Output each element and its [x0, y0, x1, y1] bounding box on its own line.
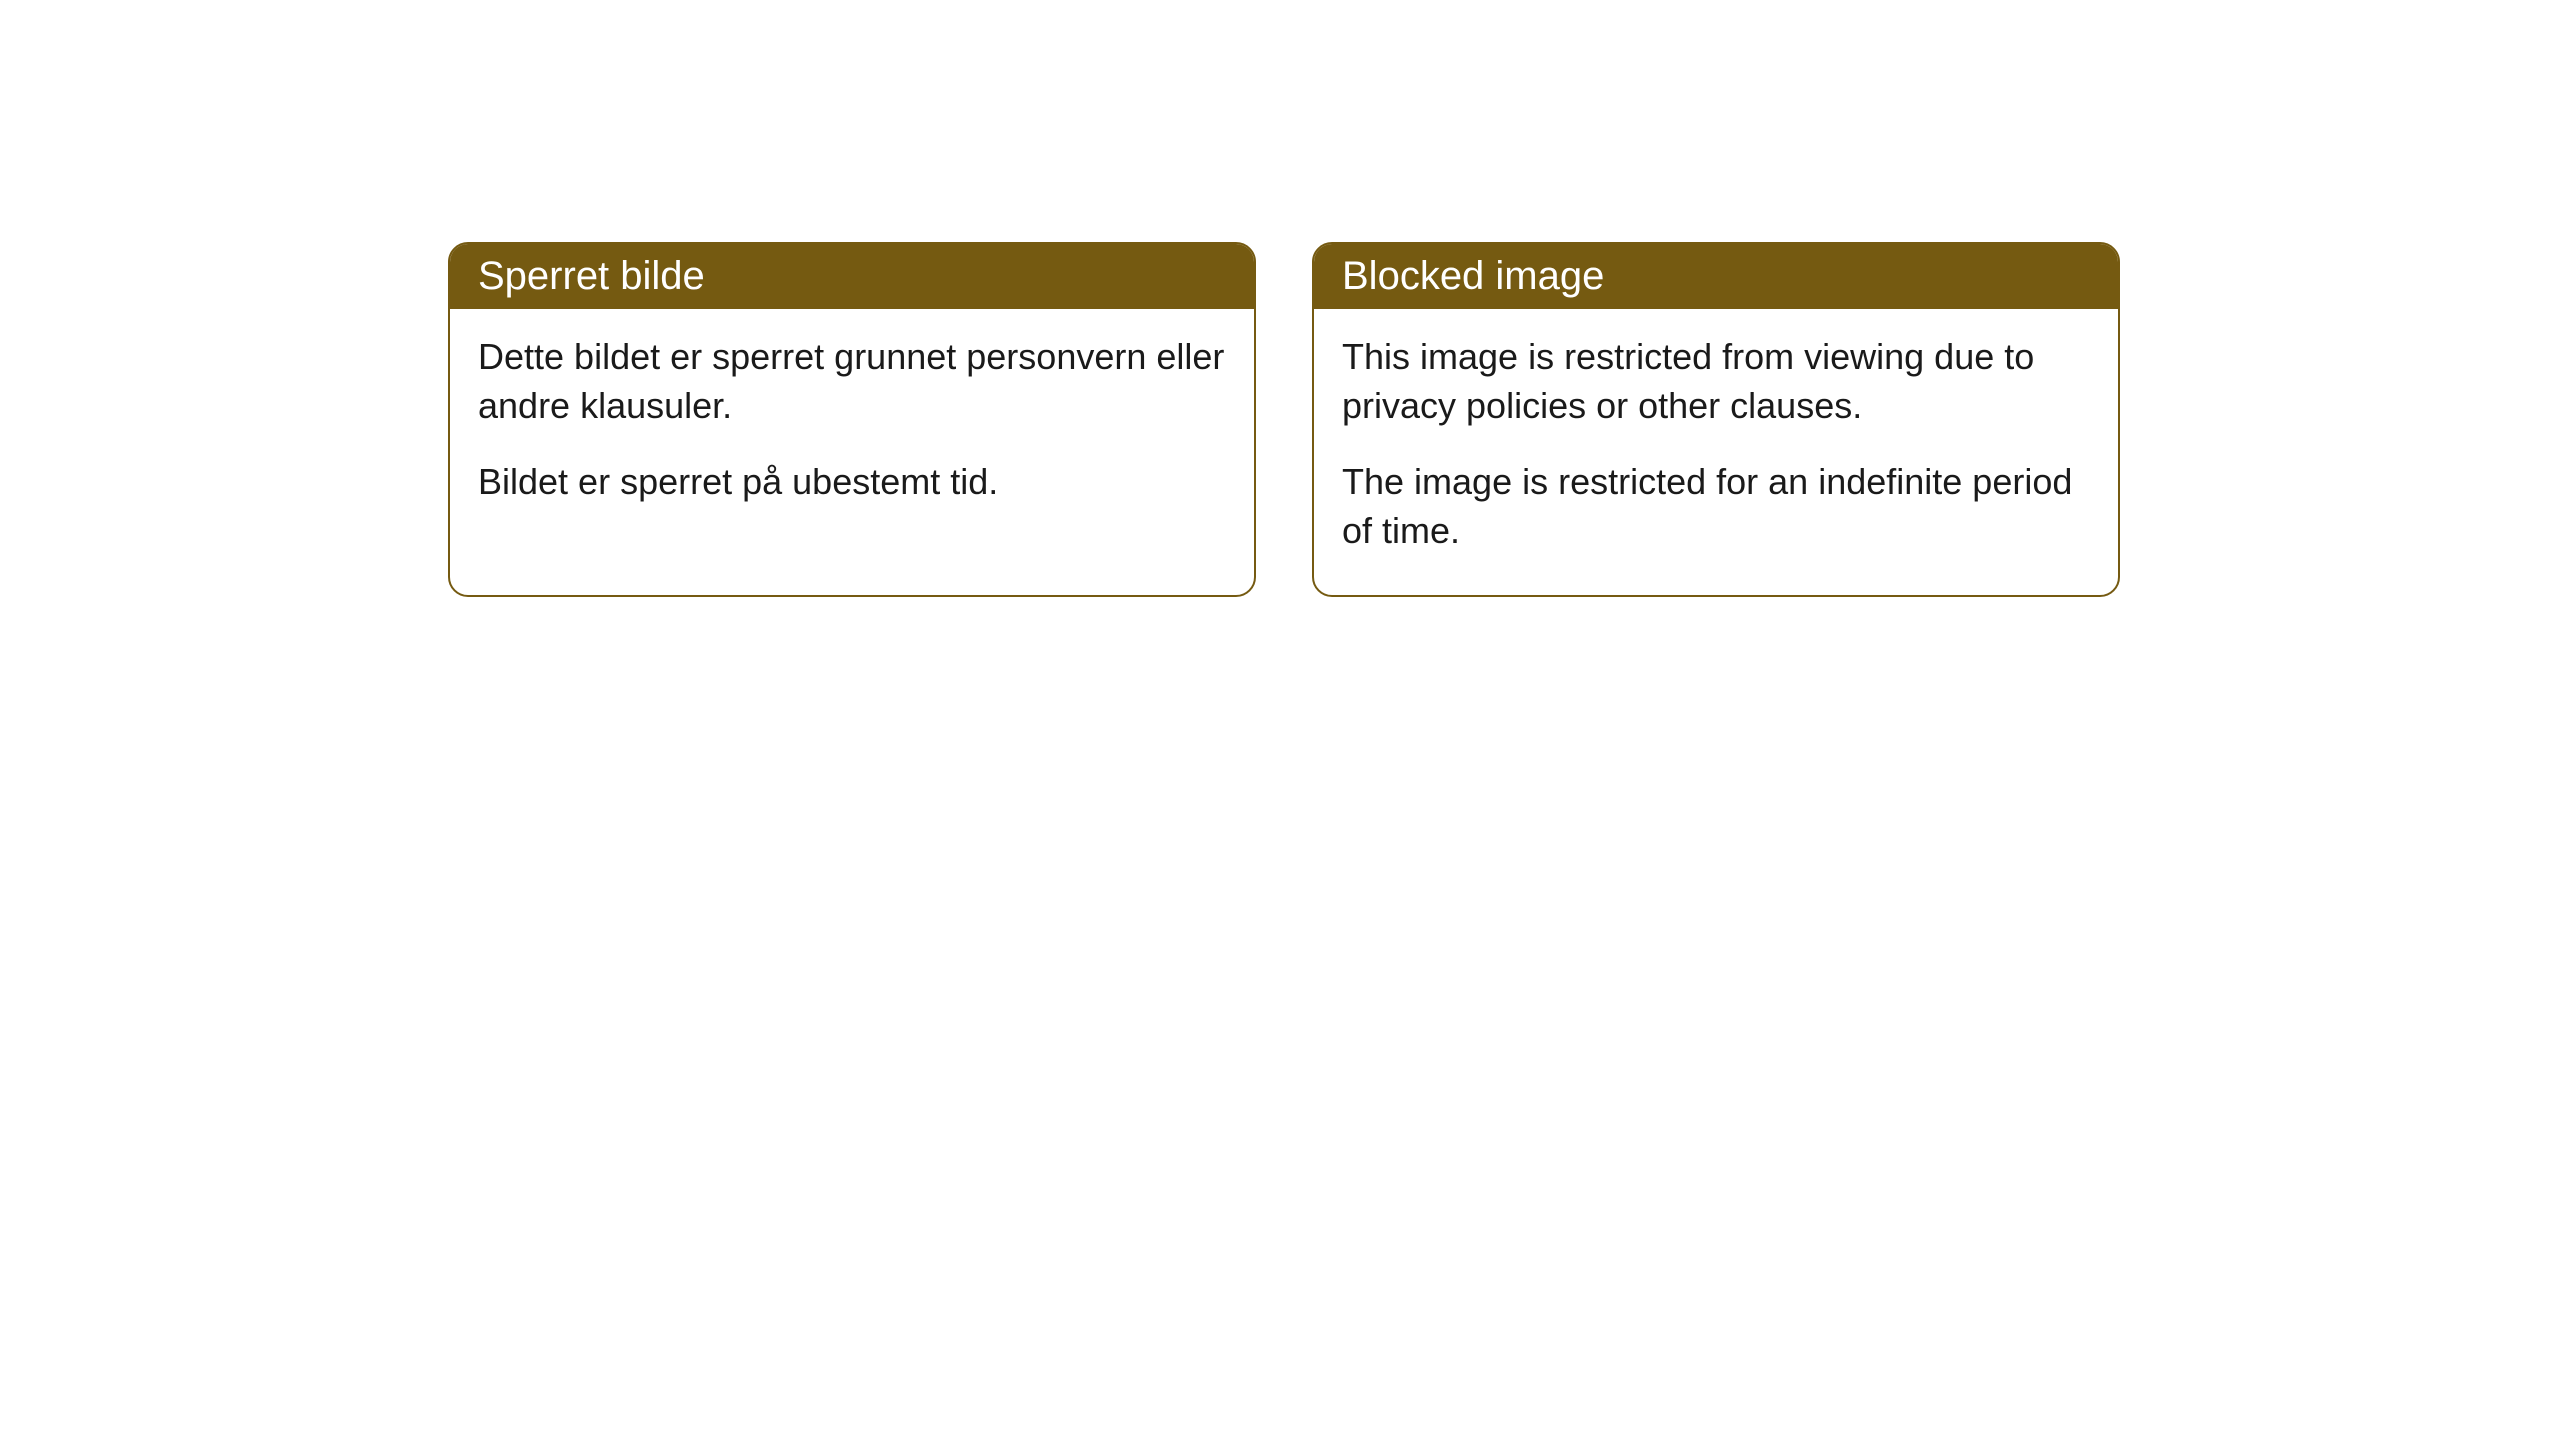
card-header-norwegian: Sperret bilde	[450, 244, 1254, 309]
card-title: Blocked image	[1342, 254, 1604, 298]
notice-card-norwegian: Sperret bilde Dette bildet er sperret gr…	[448, 242, 1256, 597]
card-body-english: This image is restricted from viewing du…	[1314, 309, 2118, 595]
notice-card-english: Blocked image This image is restricted f…	[1312, 242, 2120, 597]
card-paragraph: The image is restricted for an indefinit…	[1342, 458, 2090, 555]
card-paragraph: This image is restricted from viewing du…	[1342, 333, 2090, 430]
notice-cards-container: Sperret bilde Dette bildet er sperret gr…	[448, 242, 2120, 597]
card-title: Sperret bilde	[478, 254, 705, 298]
card-paragraph: Dette bildet er sperret grunnet personve…	[478, 333, 1226, 430]
card-paragraph: Bildet er sperret på ubestemt tid.	[478, 458, 1226, 507]
card-header-english: Blocked image	[1314, 244, 2118, 309]
card-body-norwegian: Dette bildet er sperret grunnet personve…	[450, 309, 1254, 547]
